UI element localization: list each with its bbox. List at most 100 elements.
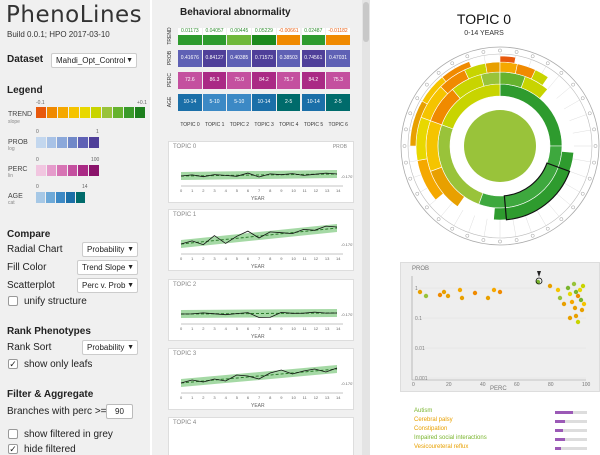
- scatter-point[interactable]: [555, 287, 561, 293]
- heatmap-cell[interactable]: 75.0: [227, 72, 252, 89]
- radial-segment[interactable]: [530, 69, 549, 86]
- scatter-point[interactable]: [571, 281, 577, 287]
- scatter-point[interactable]: [567, 291, 573, 297]
- heatmap-topic-label[interactable]: TOPIC 4: [279, 122, 299, 128]
- unify-structure-checkbox[interactable]: [8, 296, 18, 306]
- scatter-point[interactable]: [557, 295, 563, 301]
- heatmap-cell[interactable]: 0.84127: [202, 50, 227, 67]
- heatmap-cell[interactable]: 10-14: [301, 94, 326, 111]
- radial-arcs[interactable]: [409, 55, 575, 221]
- fill-color-select[interactable]: Trend Slope ▼: [77, 260, 138, 275]
- branches-perc-input[interactable]: 90: [106, 404, 133, 419]
- heatmap-cell[interactable]: 5-10: [227, 94, 252, 111]
- radial-marker[interactable]: [580, 191, 585, 196]
- heatmap-cell[interactable]: 2-5: [276, 94, 301, 111]
- heatmap-cell[interactable]: 2-5: [326, 94, 350, 111]
- radial-marker[interactable]: [408, 176, 413, 181]
- scatter-point[interactable]: [573, 289, 579, 295]
- heatmap-topic-label[interactable]: TOPIC 5: [303, 122, 324, 128]
- scatter-point[interactable]: [437, 292, 443, 298]
- heatmap-cell[interactable]: 0.01173: [178, 28, 202, 45]
- scatter-point[interactable]: [579, 307, 585, 313]
- scrollbar[interactable]: [362, 0, 370, 455]
- radial-marker[interactable]: [424, 205, 429, 210]
- scatter-point[interactable]: [575, 293, 581, 299]
- topic-card[interactable]: TOPIC 4: [168, 417, 354, 455]
- radial-marker[interactable]: [559, 217, 564, 222]
- rank-sort-select[interactable]: Probability ▼: [82, 340, 138, 355]
- scatter-point[interactable]: [472, 290, 478, 296]
- heatmap-cell[interactable]: 84.2: [301, 72, 326, 89]
- radial-marker[interactable]: [530, 54, 535, 59]
- radial-marker[interactable]: [530, 233, 535, 238]
- scrollbar-thumb[interactable]: [363, 2, 369, 42]
- topic-card[interactable]: TOPIC 0PROB01234567891011121314-0.1707YE…: [168, 141, 354, 203]
- scatter-point[interactable]: [445, 293, 451, 299]
- heatmap-cell[interactable]: 0.38503: [276, 50, 301, 67]
- radial-marker[interactable]: [415, 96, 420, 101]
- radial-marker[interactable]: [450, 226, 455, 231]
- radial-marker[interactable]: [450, 61, 455, 66]
- scatter-point[interactable]: [572, 305, 578, 311]
- scatter-points[interactable]: [417, 277, 587, 325]
- show-only-leafs-checkbox[interactable]: ✓: [8, 359, 18, 369]
- radial-chart-select[interactable]: Probability ▼: [82, 242, 138, 257]
- radial-marker[interactable]: [436, 70, 441, 75]
- radial-marker[interactable]: [498, 239, 502, 244]
- radial-chart[interactable]: [398, 40, 600, 252]
- heatmap-cell[interactable]: 0.74561: [301, 50, 326, 67]
- heatmap-cell[interactable]: 10-14: [178, 94, 202, 111]
- heatmap-topic-label[interactable]: TOPIC 0: [180, 122, 200, 128]
- radial-center[interactable]: [464, 110, 536, 182]
- radial-marker[interactable]: [481, 50, 486, 54]
- heatmap-topic-label[interactable]: TOPIC 3: [254, 122, 274, 128]
- scatter-point[interactable]: [417, 289, 423, 295]
- radial-marker[interactable]: [465, 233, 470, 238]
- radial-marker[interactable]: [424, 82, 429, 87]
- scatter-point[interactable]: [581, 301, 587, 307]
- scatter-point[interactable]: [497, 289, 503, 295]
- radial-marker[interactable]: [545, 226, 550, 231]
- radial-marker[interactable]: [465, 54, 470, 59]
- radial-segment[interactable]: [499, 55, 516, 64]
- radial-marker[interactable]: [514, 50, 519, 54]
- scatter-point[interactable]: [561, 301, 567, 307]
- scatter-point[interactable]: [580, 283, 586, 289]
- heatmap-cell[interactable]: 0.02487: [301, 28, 326, 45]
- scatter-point[interactable]: [491, 287, 497, 293]
- heatmap-cell[interactable]: 0.00445: [227, 28, 252, 45]
- scatter-point[interactable]: [575, 319, 581, 325]
- scatter-point[interactable]: [573, 313, 579, 319]
- heatmap-cell[interactable]: -0.01182: [326, 28, 350, 45]
- scatterplot-select[interactable]: Perc v. Prob ▼: [77, 278, 138, 293]
- phenotype-name[interactable]: Autism: [414, 408, 433, 414]
- heatmap-cell[interactable]: 75.3: [326, 72, 350, 89]
- scatter-point[interactable]: [485, 295, 491, 301]
- hide-filtered-checkbox[interactable]: ✓: [8, 444, 18, 454]
- heatmap-cell[interactable]: 0.47031: [326, 50, 350, 67]
- phenotype-name[interactable]: Impaired social interactions: [414, 435, 487, 441]
- radial-segment[interactable]: [441, 61, 472, 83]
- phenotype-name[interactable]: Vesicoureteral reflux: [414, 444, 469, 450]
- radial-segment[interactable]: [485, 61, 501, 74]
- radial-marker[interactable]: [514, 238, 519, 242]
- heatmap-topic-label[interactable]: TOPIC 1: [205, 122, 225, 128]
- heatmap-cell[interactable]: 0.71573: [252, 50, 276, 67]
- radial-marker[interactable]: [580, 96, 585, 101]
- radial-marker[interactable]: [404, 127, 408, 132]
- radial-marker[interactable]: [571, 205, 576, 210]
- radial-marker[interactable]: [559, 70, 564, 75]
- heatmap-cell[interactable]: 10-14: [252, 94, 276, 111]
- scatter-point[interactable]: [547, 283, 553, 289]
- heatmap-cell[interactable]: 75.7: [276, 72, 301, 89]
- scatter-point[interactable]: [577, 287, 583, 293]
- dataset-select[interactable]: Mahdi_Opt_Control ▼: [51, 53, 137, 68]
- scatter-point[interactable]: [457, 287, 463, 293]
- scatter-point[interactable]: [423, 293, 429, 299]
- show-filtered-grey-checkbox[interactable]: [8, 429, 18, 439]
- heatmap-cell[interactable]: 0.41676: [178, 50, 202, 67]
- scatter-point[interactable]: [567, 315, 573, 321]
